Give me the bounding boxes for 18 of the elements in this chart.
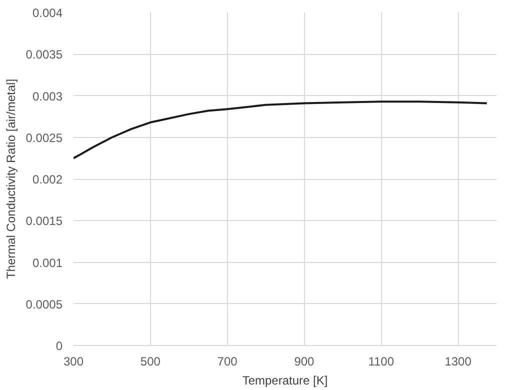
y-tick-label: 0 — [56, 339, 63, 353]
y-tick-label: 0.002 — [32, 172, 63, 186]
x-tick-label: 500 — [140, 354, 161, 368]
y-tick-label: 0.0025 — [26, 130, 63, 145]
x-tick-label: 700 — [217, 354, 238, 368]
y-tick-label: 0.004 — [32, 6, 63, 20]
x-tick-label: 1100 — [368, 354, 394, 368]
y-tick-label: 0.0035 — [26, 48, 63, 62]
y-tick-label: 0.0005 — [26, 297, 63, 312]
x-tick-label: 900 — [294, 354, 315, 368]
line-series — [74, 100, 488, 160]
x-axis-title: Temperature [K] — [242, 374, 328, 388]
x-tick-label: 1300 — [444, 354, 472, 368]
y-tick-label: 0.001 — [32, 256, 63, 270]
y-axis-title: Thermal Conductivity Ratio [air/metal] — [4, 78, 18, 280]
y-tick-label: 0.0015 — [26, 214, 63, 228]
x-tick-label: 300 — [63, 354, 84, 368]
y-tick-label: 0.003 — [32, 89, 63, 104]
